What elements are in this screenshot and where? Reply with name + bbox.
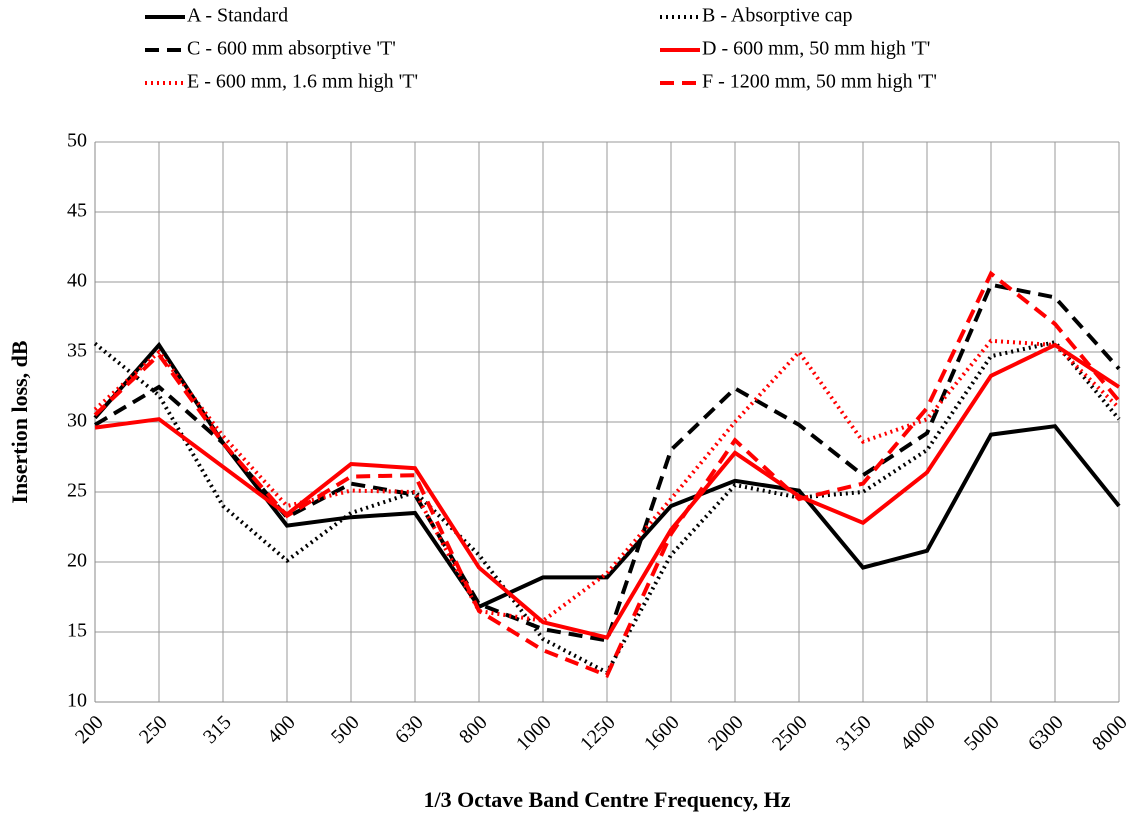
x-tick-label: 5000: [960, 711, 1004, 755]
x-tick-label: 3150: [832, 711, 876, 755]
x-tick-label: 4000: [896, 711, 940, 755]
y-tick-label: 30: [67, 410, 87, 432]
x-tick-label: 630: [391, 711, 428, 748]
legend-label: C - 600 mm absorptive 'T': [187, 38, 396, 60]
x-tick-label: 400: [263, 711, 300, 748]
x-tick-label: 200: [71, 711, 108, 748]
y-tick-label: 20: [67, 550, 87, 572]
legend-label: F - 1200 mm, 50 mm high 'T': [702, 71, 937, 93]
y-tick-label: 35: [67, 340, 87, 362]
x-tick-label: 2500: [768, 711, 812, 755]
legend-label: E - 600 mm, 1.6 mm high 'T': [187, 71, 418, 93]
y-axis-title: Insertion loss, dB: [7, 340, 32, 504]
y-tick-label: 50: [67, 130, 87, 152]
x-tick-label: 6300: [1024, 711, 1068, 755]
y-tick-label: 15: [67, 620, 87, 642]
y-tick-label: 10: [67, 690, 87, 712]
series-line: [94, 342, 1121, 640]
x-tick-label: 8000: [1088, 711, 1132, 755]
x-tick-label: 2000: [704, 711, 748, 755]
series-line: [93, 338, 1121, 623]
x-tick-label: 500: [327, 711, 364, 748]
x-tick-label: 1250: [576, 711, 620, 755]
x-tick-label: 1600: [640, 711, 684, 755]
x-tick-label: 315: [199, 711, 236, 748]
x-tick-label: 250: [135, 711, 172, 748]
legend-label: D - 600 mm, 50 mm high 'T': [702, 38, 930, 60]
y-tick-label: 40: [67, 270, 87, 292]
x-tick-label: 800: [455, 711, 492, 748]
series-line: [93, 282, 1121, 643]
y-tick-label: 25: [67, 480, 87, 502]
legend-label: B - Absorptive cap: [702, 5, 853, 27]
series-line: [93, 270, 1121, 678]
x-tick-label: 1000: [512, 711, 556, 755]
x-axis-title: 1/3 Octave Band Centre Frequency, Hz: [423, 787, 790, 812]
y-tick-label: 45: [67, 200, 87, 222]
legend-label: A - Standard: [187, 5, 288, 27]
